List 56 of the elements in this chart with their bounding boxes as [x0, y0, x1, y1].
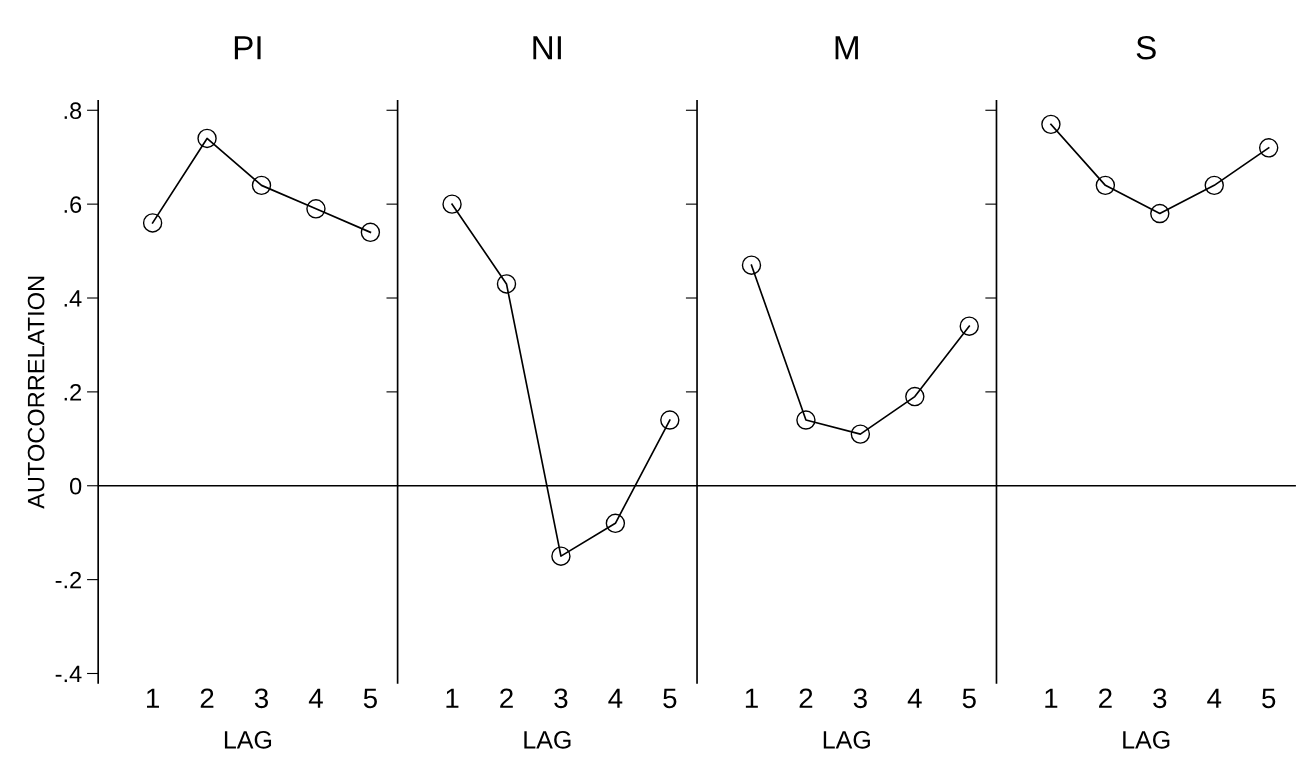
x-tick-label: 5	[363, 688, 377, 709]
y-tick-label: -.4	[55, 665, 82, 683]
point	[1150, 203, 1170, 224]
point	[306, 199, 326, 219]
point	[142, 213, 163, 233]
x-tick-label: 5	[1262, 688, 1276, 709]
x-tick-label: 5	[663, 688, 677, 709]
x-tick-label: 4	[308, 688, 323, 708]
chart-title: S	[1136, 35, 1156, 60]
x-tick-label: 2	[200, 688, 214, 708]
point	[551, 546, 571, 566]
point	[850, 424, 871, 444]
y-tick-label: .4	[64, 290, 82, 307]
point	[360, 222, 381, 243]
y-tick-label: .8	[64, 102, 82, 120]
x-tick-label: 3	[254, 688, 269, 709]
x-tick-label: 4	[907, 688, 922, 708]
x-tick-label: 4	[608, 688, 623, 708]
y-tick-label: .2	[64, 383, 82, 401]
x-tick-label: 1	[745, 688, 758, 708]
x-tick-label: 1	[147, 688, 159, 708]
point	[496, 274, 517, 294]
point	[442, 194, 462, 214]
x-tick-label: 1	[446, 688, 459, 708]
chart-title: PI	[234, 36, 261, 60]
x-axis-title: LAG	[823, 730, 870, 749]
point	[605, 513, 626, 534]
point	[796, 410, 816, 430]
x-tick-label: 1	[1045, 688, 1058, 708]
y-tick-label: .6	[64, 196, 82, 213]
point	[251, 175, 272, 196]
y-axis-title: AUTOCORRELATION	[27, 276, 45, 509]
point	[1258, 138, 1279, 158]
chart-title: NI	[533, 36, 561, 60]
point	[660, 410, 680, 430]
x-tick-label: 3	[1153, 688, 1167, 709]
x-tick-label: 3	[554, 688, 568, 709]
y-tick-label: -.2	[55, 571, 82, 589]
y-tick-label: 0	[70, 477, 82, 495]
point	[905, 386, 925, 407]
point	[741, 255, 762, 275]
x-tick-label: 2	[500, 688, 513, 708]
point	[1095, 175, 1116, 196]
x-axis-title: LAG	[224, 730, 272, 749]
x-tick-label: 3	[853, 688, 867, 709]
point	[197, 128, 217, 149]
point	[1204, 175, 1224, 196]
point	[959, 316, 979, 336]
x-tick-label: 4	[1207, 688, 1222, 708]
x-tick-label: 5	[962, 688, 976, 709]
point	[1041, 114, 1061, 135]
chart-title: M	[835, 36, 858, 60]
x-axis-title: LAG	[524, 730, 571, 749]
x-axis-title: LAG	[1123, 730, 1170, 749]
x-tick-label: 2	[1099, 688, 1112, 708]
x-tick-label: 2	[799, 688, 813, 708]
